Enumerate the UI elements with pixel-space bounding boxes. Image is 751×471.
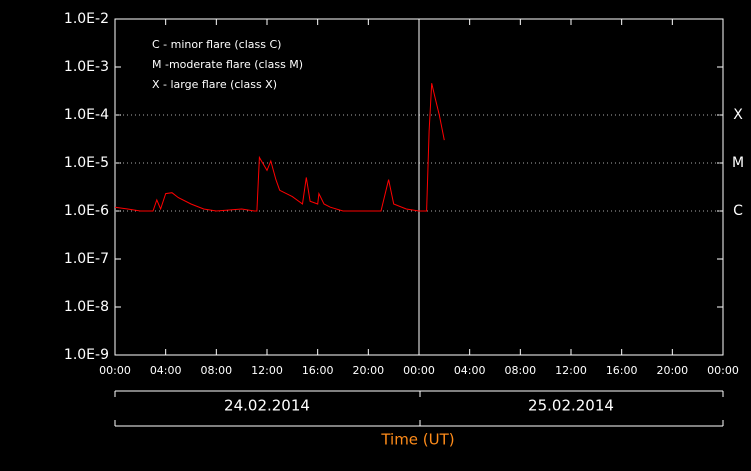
x-tick-label: 00:00 (403, 364, 435, 377)
x-tick-label: 04:00 (454, 364, 486, 377)
y-tick-label: 1.0E-6 (64, 203, 109, 219)
legend-text: M -moderate flare (class M) (152, 58, 303, 71)
date-label: 24.02.2014 (224, 397, 310, 415)
y-tick-label: 1.0E-3 (64, 59, 109, 75)
y-tick-label: 1.0E-9 (64, 347, 109, 363)
date-brackets (114, 390, 724, 427)
level-label: X (733, 107, 743, 123)
x-tick-label: 12:00 (251, 364, 283, 377)
y-tick-label: 1.0E-4 (64, 107, 109, 123)
date-label: 25.02.2014 (528, 397, 614, 415)
legend-text: C - minor flare (class C) (152, 38, 281, 51)
x-tick-label: 00:00 (99, 364, 131, 377)
x-tick-label: 16:00 (606, 364, 638, 377)
x-tick-label: 08:00 (504, 364, 536, 377)
level-label: C (733, 203, 743, 219)
flux-line (114, 83, 445, 212)
x-tick-label: 20:00 (656, 364, 688, 377)
x-tick-label: 20:00 (352, 364, 384, 377)
x-tick-label: 08:00 (200, 364, 232, 377)
y-tick-label: 1.0E-5 (64, 155, 109, 171)
x-tick-label: 16:00 (302, 364, 334, 377)
x-tick-label: 04:00 (150, 364, 182, 377)
x-tick-label: 00:00 (707, 364, 739, 377)
y-tick-label: 1.0E-7 (64, 251, 109, 267)
x-tick-label: 12:00 (555, 364, 587, 377)
y-tick-label: 1.0E-8 (64, 299, 109, 315)
y-tick-label: 1.0E-2 (64, 11, 109, 27)
x-axis-title: Time (UT) (380, 431, 454, 449)
level-label: M (732, 155, 744, 171)
legend-text: X - large flare (class X) (152, 78, 277, 91)
